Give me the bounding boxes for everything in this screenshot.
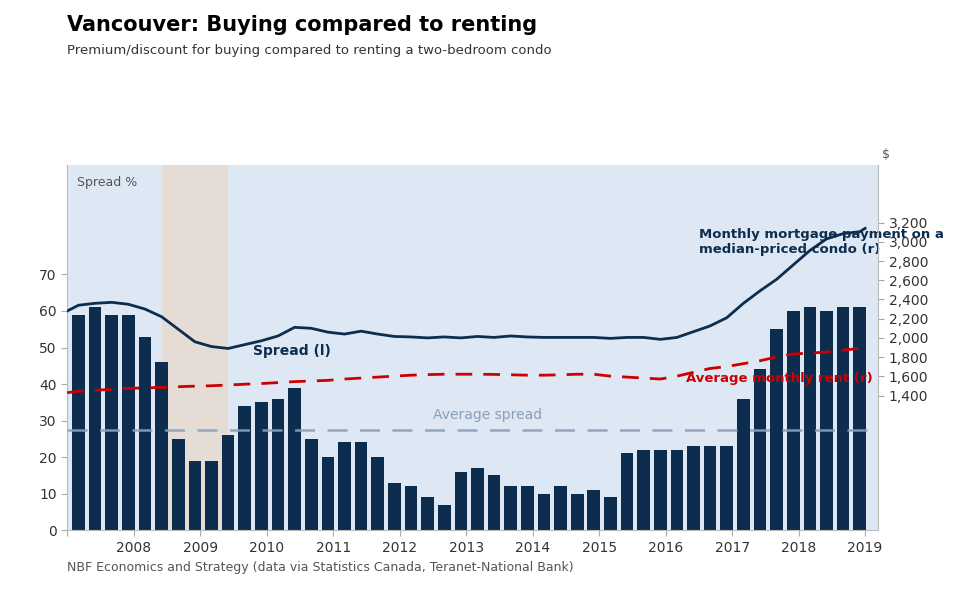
Bar bbox=[721, 446, 733, 530]
Bar bbox=[156, 362, 168, 530]
Bar bbox=[770, 329, 783, 530]
Bar bbox=[305, 439, 318, 530]
Bar bbox=[454, 472, 468, 530]
Bar bbox=[538, 494, 550, 530]
Bar bbox=[571, 494, 584, 530]
Bar bbox=[637, 450, 650, 530]
Bar bbox=[106, 315, 118, 530]
Text: Premium/discount for buying compared to renting a two-bedroom condo: Premium/discount for buying compared to … bbox=[67, 44, 552, 57]
Bar bbox=[604, 497, 616, 530]
Bar bbox=[205, 461, 218, 530]
Bar bbox=[804, 307, 816, 530]
Bar bbox=[654, 450, 666, 530]
Text: Spread %: Spread % bbox=[77, 176, 137, 189]
Bar bbox=[504, 487, 517, 530]
Bar bbox=[588, 490, 600, 530]
Bar bbox=[161, 165, 228, 530]
Bar bbox=[89, 307, 102, 530]
Bar bbox=[138, 336, 152, 530]
Bar bbox=[355, 442, 368, 530]
Bar bbox=[372, 457, 384, 530]
Bar bbox=[704, 446, 716, 530]
Text: $: $ bbox=[882, 148, 891, 161]
Bar bbox=[754, 369, 766, 530]
Bar bbox=[72, 315, 84, 530]
Bar bbox=[438, 505, 450, 530]
Bar bbox=[820, 311, 833, 530]
Text: Vancouver: Buying compared to renting: Vancouver: Buying compared to renting bbox=[67, 15, 538, 35]
Bar bbox=[488, 475, 500, 530]
Text: Average monthly rent (r): Average monthly rent (r) bbox=[685, 372, 873, 385]
Bar bbox=[621, 454, 634, 530]
Bar bbox=[521, 487, 534, 530]
Bar bbox=[554, 487, 567, 530]
Bar bbox=[471, 468, 484, 530]
Bar bbox=[421, 497, 434, 530]
Bar bbox=[338, 442, 350, 530]
Bar bbox=[222, 435, 234, 530]
Bar bbox=[322, 457, 334, 530]
Bar bbox=[172, 439, 184, 530]
Bar bbox=[405, 487, 418, 530]
Bar bbox=[122, 315, 134, 530]
Bar bbox=[188, 461, 202, 530]
Text: Spread (l): Spread (l) bbox=[253, 345, 331, 359]
Bar bbox=[787, 311, 800, 530]
Text: NBF Economics and Strategy (data via Statistics Canada, Teranet-National Bank): NBF Economics and Strategy (data via Sta… bbox=[67, 561, 574, 574]
Bar bbox=[238, 406, 252, 530]
Bar bbox=[837, 307, 850, 530]
Bar bbox=[388, 482, 400, 530]
Bar bbox=[737, 399, 750, 530]
Bar bbox=[272, 399, 284, 530]
Bar bbox=[853, 307, 866, 530]
Bar bbox=[687, 446, 700, 530]
Text: Monthly mortgage payment on a
median-priced condo (r): Monthly mortgage payment on a median-pri… bbox=[699, 228, 944, 256]
Text: Average spread: Average spread bbox=[433, 408, 542, 422]
Bar bbox=[671, 450, 684, 530]
Bar bbox=[255, 402, 268, 530]
Bar bbox=[288, 388, 300, 530]
